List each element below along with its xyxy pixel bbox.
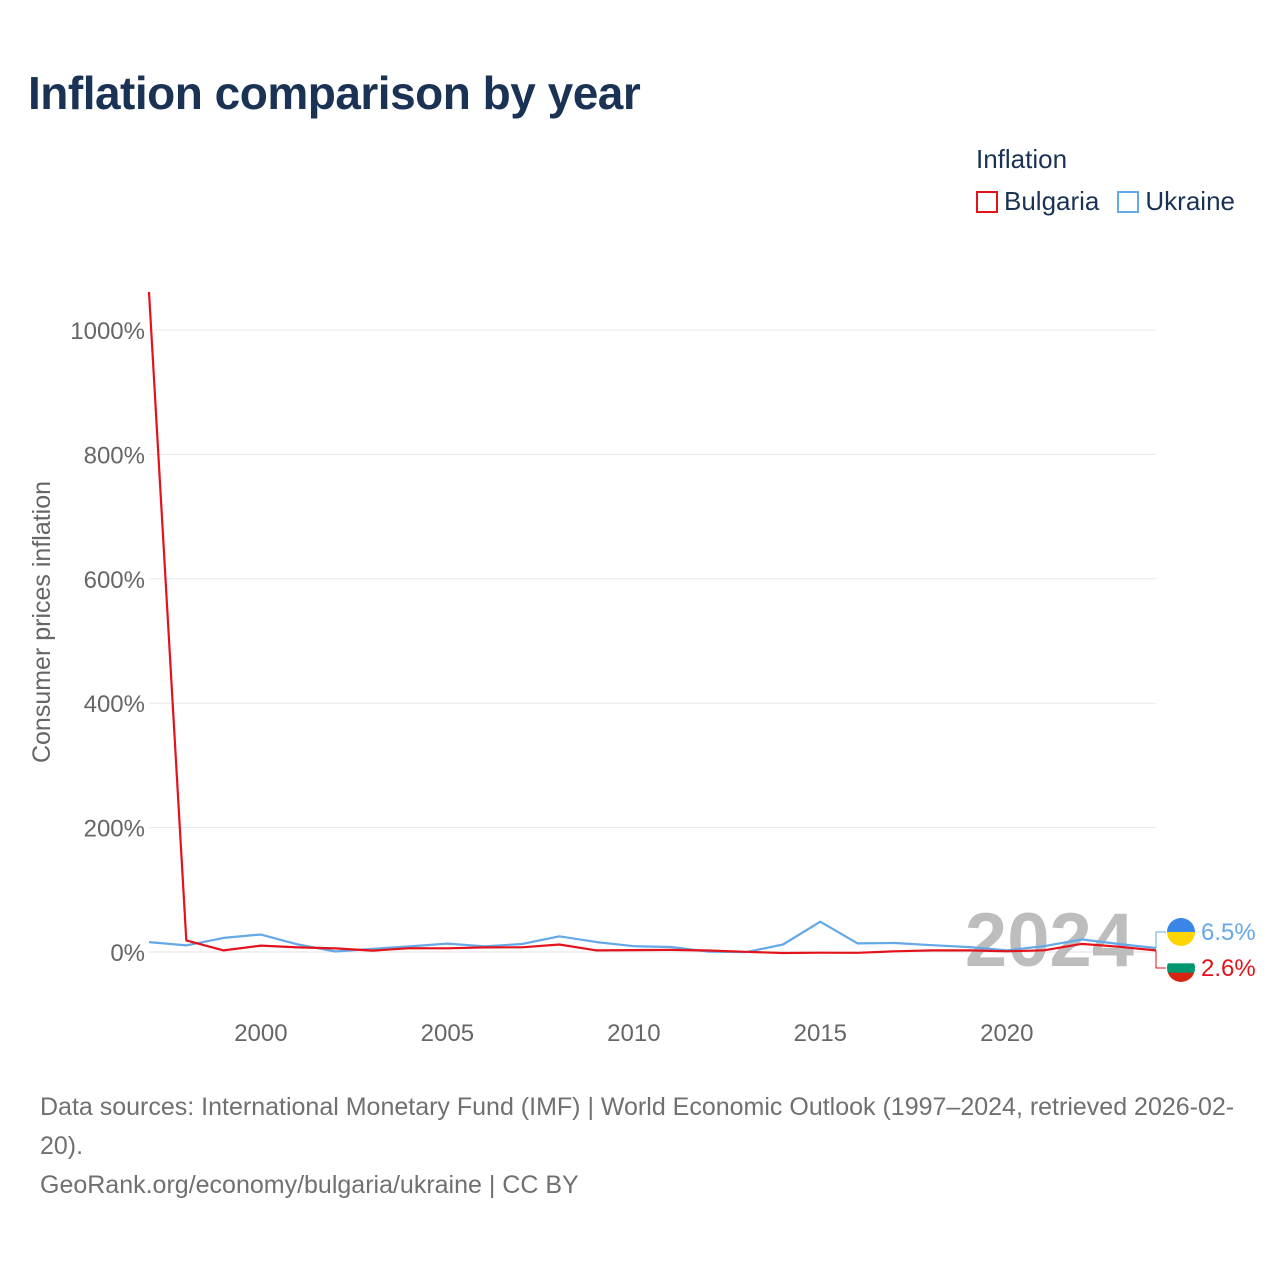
x-tick-label: 2015 [794,1020,847,1047]
y-tick-label: 800% [84,442,145,469]
legend-item-bulgaria[interactable]: Bulgaria [976,186,1099,217]
legend-swatch-ukraine [1117,190,1140,213]
series-line-bulgaria [147,291,1157,955]
bulgaria-flag-icon [1167,954,1195,982]
legend-item-ukraine[interactable]: Ukraine [1117,186,1235,217]
ukraine-flag-icon [1167,918,1195,946]
y-axis-label: Consumer prices inflation [28,481,56,763]
x-axis-ticks: 2000 2005 2010 2015 2020 [234,1020,1033,1047]
x-tick-label: 2000 [234,1020,287,1047]
current-year-watermark: 2024 [965,898,1134,983]
end-markers: 2.6% 6.5% [1155,918,1256,982]
legend-label-bulgaria: Bulgaria [1004,186,1100,216]
x-tick-label: 2020 [980,1020,1033,1047]
legend-swatch-bulgaria [976,190,998,213]
chart-title: Inflation comparison by year [28,67,641,119]
x-tick-label: 2005 [421,1020,474,1047]
legend-label-ukraine: Ukraine [1145,186,1235,216]
end-value-ukraine: 6.5% [1201,919,1256,946]
credit-line: GeoRank.org/economy/bulgaria/ukraine | C… [40,1171,579,1199]
end-connector-ukraine [1155,931,1166,948]
chart: 0% 200% 400% 600% 800% 1000% 2000 2005 2010 2015… [28,291,1256,1047]
y-tick-label: 400% [84,691,145,718]
grid [149,329,1156,953]
y-axis-ticks: 0% 200% 400% 600% 800% 1000% [70,318,145,967]
x-tick-label: 2010 [607,1020,660,1047]
end-value-bulgaria: 2.6% [1201,955,1256,982]
y-tick-label: 200% [84,816,145,843]
y-tick-label: 1000% [70,318,145,345]
y-tick-label: 0% [110,940,145,967]
end-connector-bulgaria [1155,950,1166,969]
data-sources: Data sources: International Monetary Fun… [40,1093,1235,1160]
footer: Data sources: International Monetary Fun… [40,1088,1250,1205]
legend-title: Inflation [976,144,1068,174]
legend: Bulgaria Ukraine [976,186,1235,217]
y-tick-label: 600% [84,567,145,594]
series-lines [147,291,1157,955]
